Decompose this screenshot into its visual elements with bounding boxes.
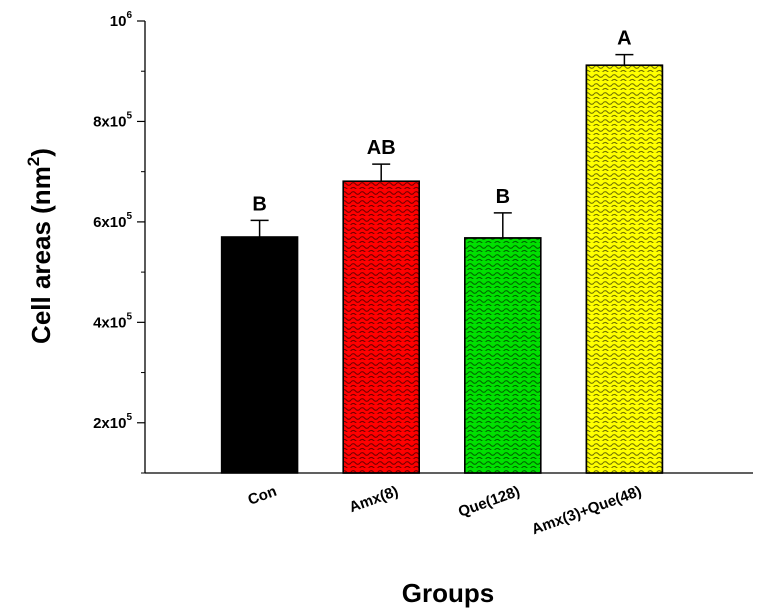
y-tick-label: 8x105 [93, 110, 132, 130]
x-tick-label: Amx(8) [347, 483, 401, 516]
x-tick-label: Amx(3)+Que(48) [529, 483, 643, 538]
bar-pattern [343, 181, 420, 473]
y-tick-exponent: 5 [126, 211, 132, 222]
significance-label: AB [367, 137, 396, 159]
y-tick-exponent: 6 [126, 10, 132, 21]
x-axis-title: Groups [402, 578, 494, 608]
x-tick-label: Con [246, 483, 279, 509]
y-tick-mantissa: 10 [110, 13, 127, 30]
y-tick-label: 2x105 [93, 412, 132, 432]
bar [220, 236, 299, 474]
y-tick-label: 6x105 [93, 211, 132, 231]
y-axis-title-text: Cell areas (nm [26, 166, 56, 344]
y-tick-exponent: 5 [126, 110, 132, 121]
y-tick-label: 4x105 [93, 311, 132, 331]
y-tick-exponent: 5 [126, 412, 132, 423]
significance-label: B [252, 193, 266, 215]
y-tick-mantissa: 8x10 [93, 113, 126, 130]
y-tick-exponent: 5 [126, 311, 132, 322]
y-tick-mantissa: 6x10 [93, 214, 126, 231]
significance-label: B [496, 186, 510, 208]
y-tick-label: 106 [110, 10, 133, 30]
y-axis-title-suffix: ) [26, 148, 56, 157]
y-axis-title-superscript: 2 [24, 157, 43, 166]
plot-area: 2x1054x1056x1058x105106BConABAmx(8)BQue(… [93, 10, 753, 538]
y-tick-mantissa: 4x10 [93, 314, 126, 331]
bar-pattern [586, 65, 663, 473]
bar-pattern [464, 237, 541, 473]
significance-label: A [617, 28, 631, 50]
y-tick-mantissa: 2x10 [93, 415, 126, 432]
x-tick-label: Que(128) [456, 483, 522, 521]
y-axis-title: Cell areas (nm2) [24, 148, 56, 344]
